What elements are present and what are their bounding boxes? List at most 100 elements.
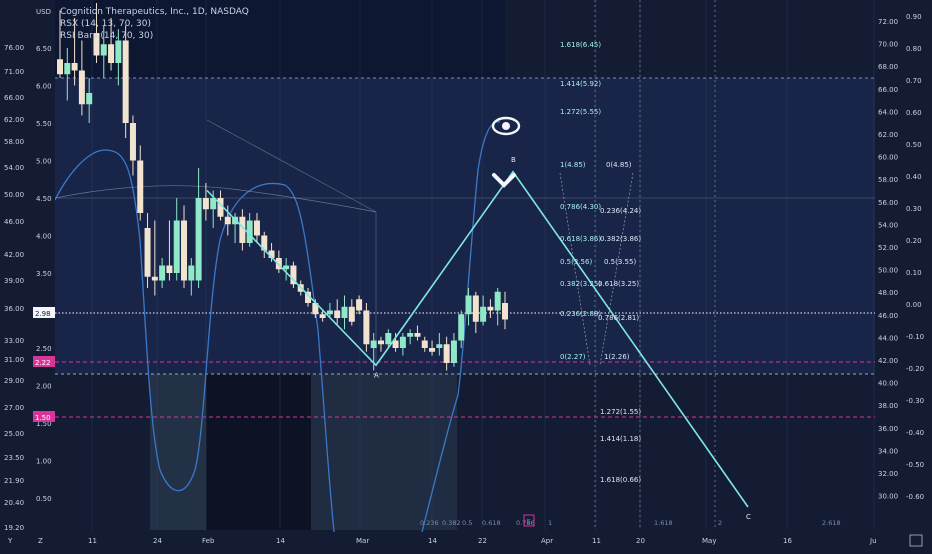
price-box-red1 — [33, 356, 55, 367]
candle-body[interactable] — [246, 220, 253, 244]
candle-body[interactable] — [144, 228, 151, 277]
candle-body[interactable] — [480, 306, 487, 322]
candle-body[interactable] — [290, 265, 297, 285]
candle-body[interactable] — [385, 333, 392, 345]
candle-body[interactable] — [224, 216, 231, 225]
legend-title[interactable]: Cognition Therapeutics, Inc., 1D, NASDAQ — [60, 7, 249, 17]
candle-body[interactable] — [129, 123, 136, 161]
rsx-tick: 40.00 — [878, 380, 898, 388]
candle-body[interactable] — [472, 295, 479, 322]
candle-body[interactable] — [122, 40, 129, 124]
candle-body[interactable] — [399, 336, 406, 348]
candle-body[interactable] — [86, 93, 93, 105]
candle-body[interactable] — [407, 333, 414, 337]
price-box-red2 — [33, 411, 55, 422]
candle-body[interactable] — [181, 220, 188, 281]
candle-body[interactable] — [465, 295, 472, 315]
candle-body[interactable] — [356, 299, 363, 311]
candle-body[interactable] — [326, 310, 333, 315]
candle-body[interactable] — [414, 333, 421, 337]
price-tick: 4.50 — [36, 195, 52, 203]
trend-line-gray — [54, 185, 377, 213]
rsi-tick: -0.40 — [906, 429, 924, 437]
legend-rsi-bars[interactable]: RSI Bars (14, 70, 30) — [60, 31, 154, 41]
candle-body[interactable] — [210, 198, 217, 210]
candle-body[interactable] — [115, 40, 122, 64]
candle-body[interactable] — [78, 70, 85, 105]
candle-body[interactable] — [173, 220, 180, 274]
date-label: Ju — [869, 537, 877, 545]
candle-body[interactable] — [319, 314, 326, 318]
candle-body[interactable] — [377, 340, 384, 345]
left-tick: 25.00 — [4, 430, 24, 438]
candle-body[interactable] — [71, 63, 78, 71]
candle-body[interactable] — [93, 33, 100, 56]
candle-body[interactable] — [151, 276, 158, 281]
candle-body[interactable] — [202, 198, 209, 210]
candle-body[interactable] — [108, 44, 115, 63]
bottom-ratio-label: 0.382 — [442, 519, 461, 527]
candle-body[interactable] — [64, 63, 71, 75]
chevron-down-icon[interactable] — [492, 173, 516, 188]
candle-body[interactable] — [341, 306, 348, 318]
date-axis-bg — [0, 532, 932, 550]
left-tick: 71.00 — [4, 68, 24, 76]
rsx-tick: 72.00 — [878, 18, 898, 26]
candle-body[interactable] — [429, 348, 436, 352]
candle-body[interactable] — [487, 306, 494, 311]
fib-right-label: 0.5(3.55) — [604, 258, 636, 266]
left-tick: 58.00 — [4, 138, 24, 146]
bottom-ratio-label: 0.618 — [482, 519, 501, 527]
wave-label-b: B — [511, 156, 516, 164]
left-tick: 39.00 — [4, 277, 24, 285]
candle-body[interactable] — [392, 340, 399, 349]
left-tick: 31.00 — [4, 356, 24, 364]
rsi-tick: 0.10 — [906, 269, 922, 277]
candle-body[interactable] — [348, 306, 355, 322]
candle-body[interactable] — [334, 310, 341, 319]
candle-body[interactable] — [159, 265, 166, 281]
candle-body[interactable] — [275, 258, 282, 270]
candle-body[interactable] — [100, 44, 107, 56]
price-tick: 0.50 — [36, 495, 52, 503]
candle-body[interactable] — [253, 220, 260, 236]
candle-body[interactable] — [363, 310, 370, 345]
candle-body[interactable] — [188, 265, 195, 281]
candle-body[interactable] — [195, 198, 202, 281]
candle-body[interactable] — [217, 198, 224, 217]
rsi-tick: -0.60 — [906, 493, 924, 501]
rsx-tick: 64.00 — [878, 108, 898, 116]
settings-gear-icon[interactable] — [909, 534, 923, 547]
rsx-tick: 50.00 — [878, 267, 898, 275]
candle-body[interactable] — [305, 291, 312, 303]
price-tick: 4.00 — [36, 233, 52, 241]
candle-body[interactable] — [450, 340, 457, 364]
date-label: 20 — [636, 537, 645, 545]
candle-body[interactable] — [268, 250, 275, 259]
rsx-tick: 32.00 — [878, 470, 898, 478]
candle-body[interactable] — [137, 160, 144, 214]
left-tick: 21.90 — [4, 477, 24, 485]
candle-body[interactable] — [283, 265, 290, 270]
candle-body[interactable] — [421, 340, 428, 349]
candle-body[interactable] — [494, 291, 501, 311]
candle-body[interactable] — [443, 344, 450, 363]
legend-rsx[interactable]: RSX (14, 13, 70, 30) — [60, 19, 151, 29]
candle-body[interactable] — [502, 303, 508, 320]
candle-body[interactable] — [166, 265, 173, 274]
eye-icon[interactable] — [491, 116, 521, 136]
candle-body[interactable] — [261, 235, 268, 251]
candle-body[interactable] — [312, 303, 319, 315]
date-label: 11 — [88, 537, 97, 545]
candle-body[interactable] — [370, 340, 377, 349]
rsi-tick: -0.20 — [906, 365, 924, 373]
candle-body[interactable] — [436, 344, 443, 348]
earnings-badge[interactable] — [523, 514, 535, 527]
candle-body[interactable] — [57, 59, 63, 75]
rsi-shade-1 — [150, 374, 206, 530]
candle-body[interactable] — [458, 314, 465, 341]
candle-body[interactable] — [239, 216, 246, 243]
rsi-tick: 0.20 — [906, 237, 922, 245]
